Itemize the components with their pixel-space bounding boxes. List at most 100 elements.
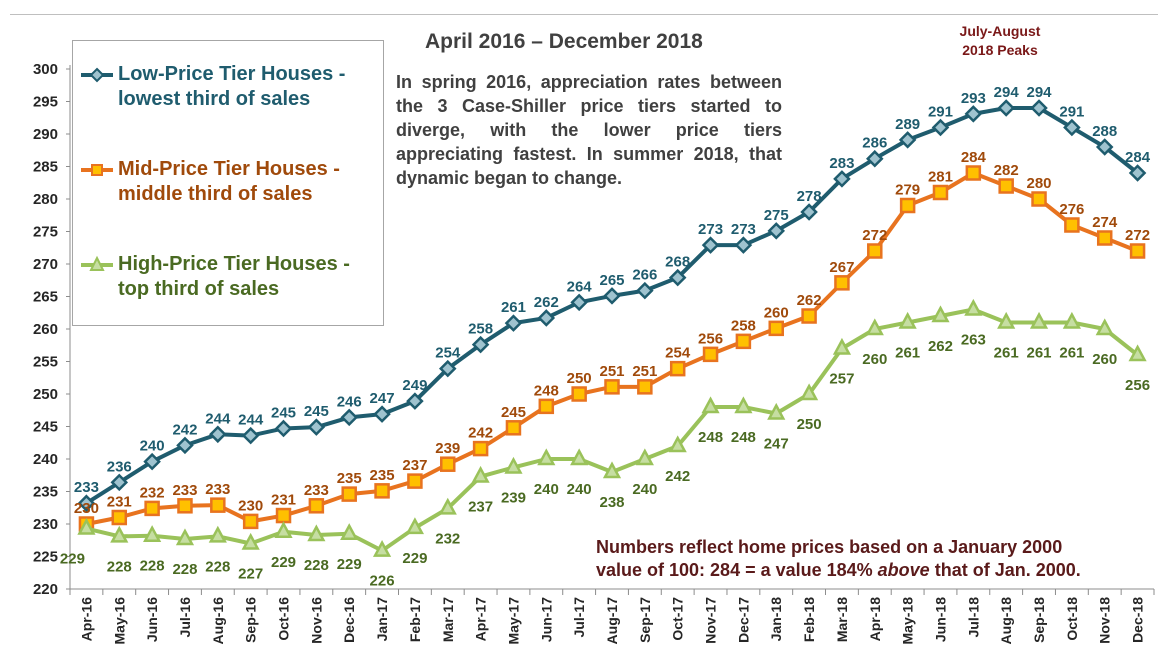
data-point bbox=[964, 105, 983, 123]
data-label: 263 bbox=[961, 332, 986, 349]
x-tick-label: Jan-18 bbox=[768, 597, 784, 642]
data-label: 232 bbox=[435, 530, 460, 547]
data-label: 237 bbox=[402, 457, 427, 474]
x-tick-label: Oct-16 bbox=[276, 597, 292, 641]
data-label: 244 bbox=[205, 410, 231, 427]
footnote-line2: value of 100: 284 = a value 184% above t… bbox=[596, 559, 1156, 582]
data-label: 239 bbox=[435, 440, 460, 457]
data-label: 286 bbox=[862, 135, 887, 152]
data-point bbox=[406, 392, 424, 410]
series-high bbox=[77, 298, 1147, 557]
data-label: 294 bbox=[994, 84, 1020, 101]
data-label: 280 bbox=[1027, 175, 1052, 192]
legend-swatches bbox=[81, 67, 113, 271]
x-tick-label: Jun-17 bbox=[538, 597, 554, 642]
data-point bbox=[701, 236, 720, 254]
data-point bbox=[570, 448, 589, 466]
x-tick-label: Jul-17 bbox=[571, 597, 587, 638]
peak-annotation-line2: 2018 Peaks bbox=[962, 42, 1038, 58]
x-tick-label: Aug-18 bbox=[998, 597, 1014, 645]
data-point bbox=[275, 507, 292, 524]
x-tick-label: Jul-18 bbox=[965, 597, 981, 638]
data-label: 254 bbox=[435, 345, 461, 362]
data-label: 228 bbox=[205, 558, 230, 575]
data-label: 228 bbox=[107, 558, 132, 575]
data-label: 227 bbox=[238, 566, 263, 583]
data-point bbox=[176, 436, 194, 455]
data-point bbox=[637, 379, 653, 395]
data-label: 272 bbox=[862, 227, 887, 244]
data-point bbox=[801, 308, 817, 324]
data-label: 231 bbox=[107, 494, 132, 511]
y-tick-label: 265 bbox=[33, 289, 58, 306]
data-label: 265 bbox=[599, 272, 624, 289]
x-tick-label: Jun-18 bbox=[932, 597, 948, 642]
x-tick-label: Dec-16 bbox=[341, 597, 357, 643]
data-label: 244 bbox=[238, 412, 264, 429]
peak-annotation: July-August 2018 Peaks bbox=[940, 22, 1060, 60]
data-point bbox=[274, 419, 293, 438]
data-label: 261 bbox=[895, 345, 920, 362]
data-label: 261 bbox=[1027, 345, 1052, 362]
y-tick-label: 245 bbox=[33, 419, 58, 436]
data-point bbox=[1030, 99, 1048, 117]
data-label: 272 bbox=[1125, 227, 1150, 244]
data-point bbox=[997, 99, 1015, 117]
data-label: 260 bbox=[1092, 351, 1117, 368]
data-label: 273 bbox=[731, 221, 756, 238]
data-point bbox=[1096, 230, 1113, 246]
data-point bbox=[242, 513, 259, 530]
data-label: 256 bbox=[698, 330, 723, 347]
data-label: 247 bbox=[370, 390, 395, 407]
data-point bbox=[175, 528, 195, 546]
data-label: 284 bbox=[1125, 149, 1151, 166]
data-label: 242 bbox=[172, 421, 197, 438]
y-tick-label: 235 bbox=[33, 484, 58, 501]
x-tick-label: May-17 bbox=[505, 597, 521, 645]
x-axis: Apr-16 May-16 Jun-16 Jul-16 Aug-16 Sep-16 Oct-… bbox=[69, 588, 1155, 645]
data-label: 254 bbox=[665, 345, 691, 362]
data-point bbox=[800, 203, 818, 221]
y-axis: 220 225 230 235 240 245 250 255 260 265 270 275 280 2… bbox=[33, 61, 71, 598]
chart-footnote: Numbers reflect home prices based on a J… bbox=[596, 536, 1156, 582]
x-tick-label: Jan-17 bbox=[374, 597, 390, 642]
data-point bbox=[340, 408, 358, 427]
data-point bbox=[77, 517, 96, 535]
data-point bbox=[604, 379, 620, 395]
y-tick-label: 250 bbox=[33, 386, 58, 403]
data-point bbox=[701, 396, 720, 414]
data-point bbox=[867, 243, 883, 259]
data-point bbox=[471, 465, 490, 483]
data-point bbox=[405, 517, 425, 535]
data-point bbox=[1129, 243, 1146, 259]
data-point bbox=[143, 525, 162, 542]
data-point bbox=[734, 236, 753, 254]
data-point bbox=[866, 149, 884, 168]
footnote-line2-post: that of Jan. 2000. bbox=[929, 560, 1081, 580]
data-label: 258 bbox=[731, 317, 756, 334]
y-tick-label: 220 bbox=[33, 581, 58, 598]
legend-entry-low: Low-Price Tier Houses - lowest third of … bbox=[118, 62, 345, 112]
x-tick-label: Sep-16 bbox=[243, 597, 259, 643]
data-label: 256 bbox=[1125, 377, 1150, 394]
data-label: 232 bbox=[140, 484, 165, 501]
x-tick-label: Aug-16 bbox=[210, 597, 226, 645]
data-label: 226 bbox=[370, 573, 395, 590]
data-point bbox=[111, 509, 128, 526]
peak-annotation-line1: July-August bbox=[959, 23, 1041, 39]
footnote-line1: Numbers reflect home prices based on a J… bbox=[596, 537, 1063, 557]
data-point bbox=[1031, 191, 1047, 207]
data-label: 291 bbox=[928, 104, 953, 121]
data-point bbox=[571, 386, 587, 402]
y-tick-label: 225 bbox=[33, 549, 58, 566]
data-point bbox=[734, 396, 753, 414]
legend: Low-Price Tier Houses - lowest third of … bbox=[72, 40, 384, 326]
data-label: 249 bbox=[402, 377, 427, 394]
data-point bbox=[635, 448, 654, 466]
data-label: 238 bbox=[599, 494, 624, 511]
data-point bbox=[1063, 118, 1081, 137]
series-low bbox=[77, 99, 1147, 512]
x-tick-label: Oct-18 bbox=[1064, 597, 1080, 641]
y-tick-label: 260 bbox=[33, 321, 58, 338]
data-point bbox=[1064, 217, 1080, 233]
